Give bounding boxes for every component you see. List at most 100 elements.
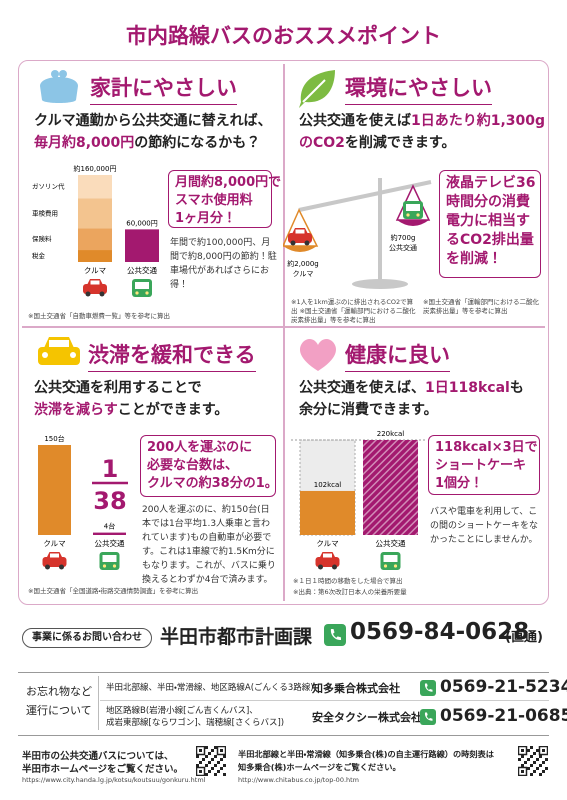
contact-label: 事業に係るお問い合わせ	[22, 628, 152, 648]
note: 年間で約100,000円、月間で約8,000円の節約！駐車場代があればさらにお得…	[170, 238, 277, 290]
qr-cell	[536, 749, 539, 752]
panel-heading: 渋滞を緩和できる	[88, 339, 256, 372]
qr-cell	[202, 758, 205, 761]
category-label: 公共交通	[376, 538, 406, 548]
body-line: 公共交通を利用することで	[34, 377, 228, 399]
value-label: 102kcal	[314, 481, 342, 489]
callout-line: 1ヶ月分！	[175, 211, 237, 226]
footnote: ※国土交通省「運輸部門における二酸化炭素排出量」等を参考に算出	[423, 298, 539, 315]
car-front-icon	[70, 352, 76, 358]
body-text: の節約になるかも？	[134, 135, 261, 151]
bar-segment	[78, 228, 112, 251]
value-label: 約160,000円	[74, 164, 117, 173]
value-label: 220kcal	[377, 430, 405, 438]
qr-code	[196, 746, 226, 776]
panel-body: クルマ通勤から公共交通に替えれば、 毎月約8,000円の節約になるかも？	[34, 110, 272, 154]
panel: 約160,000円 クルマ 60,000円 公共交通 税金 保険料 車検費用 ガソリン代 家計に…	[18, 60, 284, 326]
footnote: ※国土交通省「自動車燃費一覧」等を参考に算出	[28, 312, 170, 320]
qr-cell	[542, 770, 545, 773]
footer-text: 半田市の公共交通バスについては、	[22, 751, 174, 762]
qr-cell	[533, 770, 536, 773]
callout-line: クルマの約38分の1。	[147, 476, 278, 491]
qr-cell	[211, 749, 214, 752]
qr-cell	[542, 761, 545, 764]
footnote: ※1人を1km運ぶのに排出されるCO2で算出 ※国土交通省「運輸部門における二酸…	[291, 298, 416, 324]
car-icon	[318, 564, 323, 570]
callout-line: ショートケーキ	[435, 458, 527, 473]
routes: 地区路線B(岩滑小線[ごん吉くんバス]、	[106, 706, 258, 716]
operator-label: 運行について	[26, 704, 92, 717]
body-highlight: のCO2	[299, 135, 345, 151]
bus-icon	[102, 555, 117, 562]
qr-cell	[536, 767, 539, 770]
footnote: ※出典：第6次改訂日本人の栄養所要量	[293, 588, 407, 596]
panel-graphics: 102kcal クルマ 220kcal 公共交通	[291, 338, 425, 570]
category-label: クルマ	[316, 539, 338, 548]
qr-cell	[223, 764, 226, 767]
panel: 150台 クルマ 4台 公共交通 1 38 渋滞を緩和できる 公共交通を利用することで 渋滞を減…	[18, 327, 284, 605]
car-front-icon	[42, 352, 48, 358]
bus-icon	[102, 564, 107, 568]
qr-cell	[205, 764, 208, 767]
footnote: ※１日１時間の移動をした場合で算出	[293, 577, 403, 585]
car-front-icon	[49, 340, 69, 347]
callout-line: 必要な台数は、	[147, 458, 239, 473]
bar	[93, 532, 126, 535]
car-icon	[332, 564, 337, 570]
qr-cell	[536, 758, 539, 761]
car-front-icon	[38, 347, 80, 365]
qr-cell	[220, 767, 223, 770]
qr-cell	[530, 764, 533, 767]
qr-cell	[205, 746, 208, 749]
bus-icon	[383, 564, 388, 568]
callout-line: 電力に相当す	[446, 213, 530, 229]
qr-cell	[530, 746, 533, 749]
bus-icon	[135, 291, 139, 295]
company: 安全タクシー株式会社	[312, 711, 422, 724]
footer-url: https://www.city.handa.lg.jp/kotsu/kouts…	[22, 776, 206, 784]
body-highlight: 1日118kcal	[425, 380, 510, 396]
callout-line: 118kcal×3日で	[435, 440, 538, 455]
qr-cell	[214, 746, 217, 749]
category-label: 公共交通	[95, 538, 125, 548]
qr-cell	[196, 764, 199, 767]
contact-phone-note: (直通)	[505, 630, 543, 645]
qr-cell	[211, 767, 214, 770]
qr-cell	[223, 773, 226, 776]
car-icon	[288, 233, 312, 243]
qr-cell	[533, 752, 536, 755]
qr-cell	[530, 773, 533, 776]
operator-table	[18, 672, 549, 736]
fraction: 38	[93, 487, 126, 515]
balance-pole	[378, 178, 382, 282]
qr-cell	[521, 764, 524, 767]
phone-icon	[420, 680, 436, 696]
panel-body: 公共交通を使えば1日あたり約1,300g のCO2を削減できます。	[299, 110, 545, 154]
qr-cell	[220, 758, 223, 761]
balance-pan	[397, 220, 429, 226]
purse-icon	[40, 77, 78, 103]
body-text: クルマ通勤から公共交通に替えれば、	[34, 113, 272, 129]
car-icon	[315, 557, 340, 567]
contact-phone: 0569-84-0628	[350, 619, 530, 645]
qr-cell	[521, 755, 524, 758]
callout: 液晶テレビ36 時間分の消費 電力に相当す るCO2排出量 を削減！	[439, 170, 541, 278]
bar-segment	[78, 250, 112, 262]
qr-cell	[196, 755, 199, 758]
body-line: のCO2を削減できます。	[299, 132, 545, 154]
body-text: 公共交通を使えば、	[299, 380, 425, 396]
qr-finder	[199, 749, 202, 752]
qr-cell	[545, 758, 548, 761]
bus-icon	[406, 204, 420, 211]
routes: 成岩東部線[ならワゴン]、瑞穂線[さくらバス])	[106, 718, 285, 728]
operator-label: お忘れ物など	[26, 685, 92, 698]
qr-cell	[208, 761, 211, 764]
car-icon	[85, 291, 91, 297]
bus-icon	[145, 291, 149, 295]
body-text: 余分に消費できます。	[299, 402, 438, 418]
leaf-icon	[302, 79, 326, 103]
bar	[125, 229, 159, 262]
bus-icon	[135, 282, 149, 289]
value-label: 150台	[44, 434, 64, 443]
